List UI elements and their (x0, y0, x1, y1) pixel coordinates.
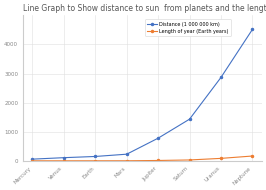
Length of year (Earth years) (219, 157, 223, 160)
Line: Length of year (Earth years): Length of year (Earth years) (31, 155, 253, 162)
Length of year (Earth years) (62, 160, 65, 162)
Distance (1 000 000 km) (157, 137, 160, 139)
Length of year (Earth years) (125, 160, 128, 162)
Length of year (Earth years) (188, 159, 191, 161)
Length of year (Earth years) (251, 155, 254, 157)
Length of year (Earth years) (31, 160, 34, 162)
Distance (1 000 000 km) (188, 118, 191, 120)
Distance (1 000 000 km) (94, 155, 97, 158)
Distance (1 000 000 km) (251, 28, 254, 31)
Distance (1 000 000 km) (62, 157, 65, 159)
Distance (1 000 000 km) (219, 76, 223, 78)
Legend: Distance (1 000 000 km), Length of year (Earth years): Distance (1 000 000 km), Length of year … (145, 19, 231, 36)
Line: Distance (1 000 000 km): Distance (1 000 000 km) (31, 28, 253, 160)
Distance (1 000 000 km) (31, 158, 34, 160)
Text: Line Graph to Show distance to sun  from planets and the length of the Earth yea: Line Graph to Show distance to sun from … (23, 4, 266, 13)
Length of year (Earth years) (94, 160, 97, 162)
Distance (1 000 000 km) (125, 153, 128, 155)
Length of year (Earth years) (157, 159, 160, 162)
